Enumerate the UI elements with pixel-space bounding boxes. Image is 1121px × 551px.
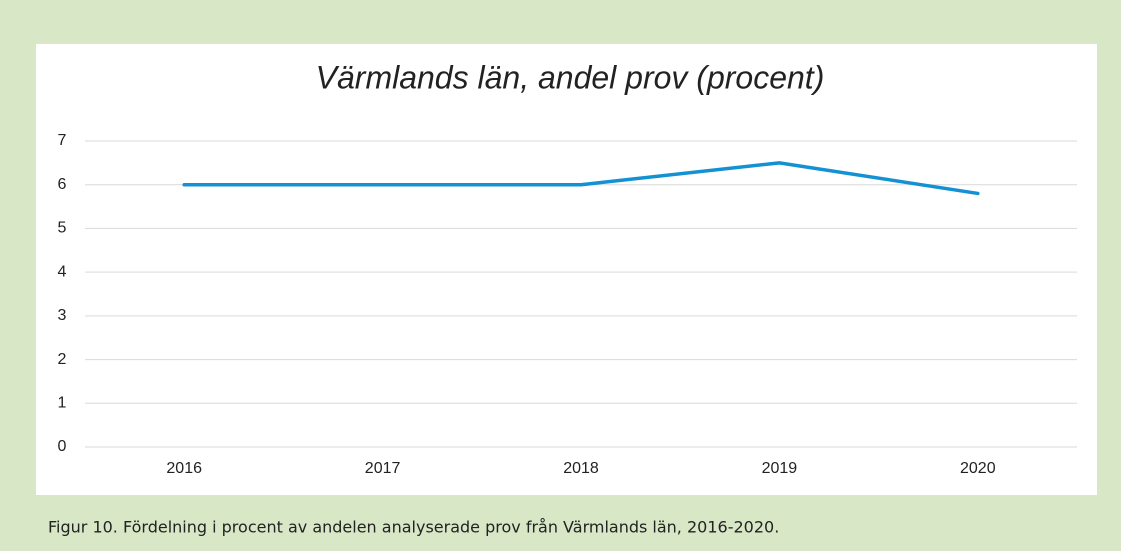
y-tick-label: 0 [58, 438, 67, 455]
x-tick-label: 2017 [365, 460, 401, 477]
y-tick-label: 5 [58, 220, 67, 237]
y-tick-label: 2 [58, 351, 67, 368]
chart-panel [36, 44, 1097, 495]
y-tick-label: 7 [58, 132, 67, 149]
caption: Figur 10. Fördelning i procent av andele… [48, 518, 779, 537]
x-tick-label: 2020 [960, 460, 996, 477]
data-line [182, 161, 980, 196]
y-tick-label: 6 [58, 176, 67, 193]
chart-title: Värmlands län, andel prov (procent) [316, 59, 825, 95]
x-tick-label: 2019 [762, 460, 798, 477]
x-tick-label: 2018 [563, 460, 599, 477]
y-tick-label: 1 [58, 395, 67, 412]
y-tick-label: 3 [58, 307, 67, 324]
y-tick-label: 4 [58, 263, 67, 280]
x-tick-label: 2016 [166, 460, 202, 477]
